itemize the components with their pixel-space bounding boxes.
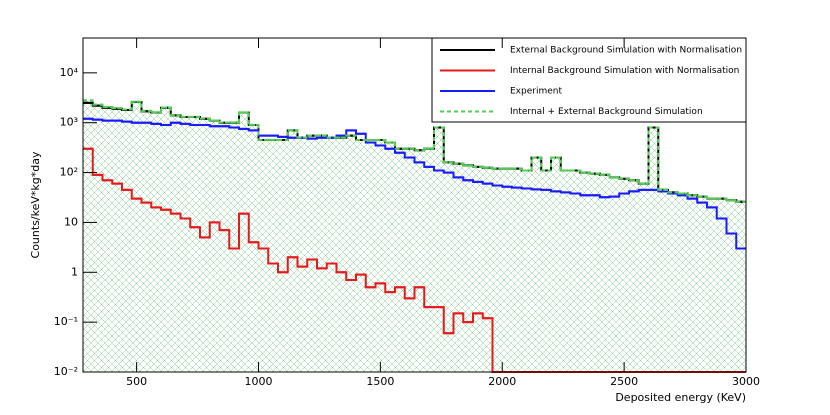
hatch-fill [83, 100, 746, 372]
legend-label: External Background Simulation with Norm… [510, 46, 742, 56]
x-axis-label: Deposited energy (KeV) [615, 391, 746, 404]
legend: External Background Simulation with Norm… [431, 37, 747, 123]
legend-box [431, 37, 747, 123]
y-tick-label: 10 [64, 215, 78, 228]
x-tick-label: 3000 [732, 375, 760, 388]
y-tick-label: 10⁻¹ [54, 315, 78, 328]
x-tick-label: 2000 [488, 375, 516, 388]
legend-label: Internal Background Simulation with Norm… [510, 66, 739, 76]
y-tick-label: 10² [60, 166, 78, 179]
y-tick-label: 10⁴ [60, 66, 79, 79]
x-tick-label: 1500 [366, 375, 394, 388]
legend-label: Internal + External Background Simulatio… [510, 107, 703, 117]
y-tick-label: 10³ [60, 116, 78, 129]
x-tick-label: 500 [126, 375, 147, 388]
frame [82, 37, 747, 373]
y-tick-label: 1 [71, 265, 78, 278]
x-tick-label: 2500 [610, 375, 638, 388]
y-axis-label: Counts/keV*kg*day [29, 151, 42, 258]
y-tick-label: 10⁻² [54, 365, 78, 378]
x-tick-label: 1000 [245, 375, 273, 388]
legend-label: Experiment [510, 87, 562, 97]
